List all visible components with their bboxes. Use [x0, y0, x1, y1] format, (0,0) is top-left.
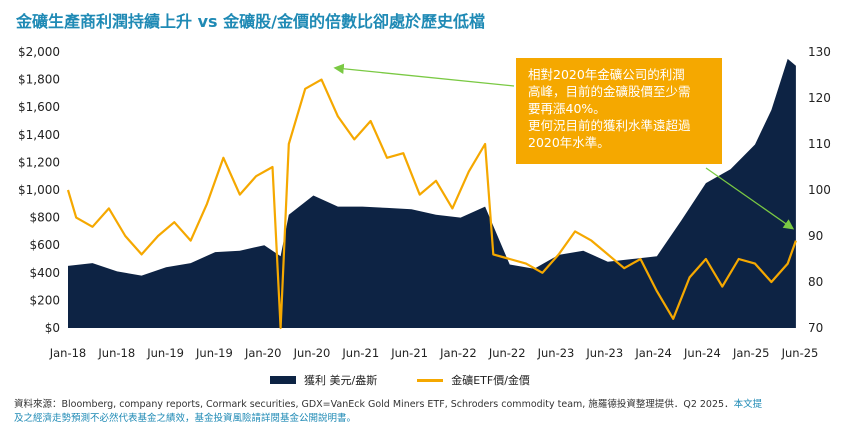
x-axis-tick-label: Jun-25 [781, 346, 819, 360]
x-axis-tick-label: Jan-24 [634, 346, 672, 360]
chart-canvas: $2,000 $1,800 $1,600 $1,400 $1,200 $1,000 $800… [18, 45, 831, 360]
left-axis-tick-label: $1,800 [18, 73, 60, 87]
x-axis: Jan-18 Jun-18 Jun-19 Jun-19 Jan-20 Jun-20 Jun-… [49, 346, 819, 360]
callout-line: 高峰，目前的金礦股價至少需 [528, 84, 691, 99]
callout-line: 相對2020年金礦公司的利潤 [528, 67, 685, 82]
right-axis-tick-label: 80 [808, 275, 823, 289]
left-axis-tick-label: $0 [45, 321, 60, 335]
source-footnote: 資料來源：Bloomberg, company reports, Cormark… [14, 398, 850, 426]
left-axis-tick-label: $600 [29, 238, 60, 252]
left-axis-tick-label: $1,600 [18, 100, 60, 114]
left-axis-tick-label: $1,200 [18, 155, 60, 169]
left-axis-tick-label: $400 [29, 266, 60, 280]
legend-swatch-area [270, 376, 296, 384]
x-axis-tick-label: Jan-25 [732, 346, 770, 360]
x-axis-tick-label: Jan-22 [439, 346, 477, 360]
x-axis-tick-label: Jun-24 [683, 346, 721, 360]
x-axis-tick-label: Jan-18 [49, 346, 87, 360]
x-axis-tick-label: Jun-23 [585, 346, 623, 360]
callout-line: 更何況目前的獲利水準遠超過 [528, 118, 691, 133]
chart-legend: 獲利 美元/盎斯 金礦ETF價/金價 [270, 372, 530, 388]
x-axis-tick-label: Jun-18 [97, 346, 135, 360]
right-axis-tick-label: 130 [808, 45, 831, 59]
x-axis-tick-label: Jun-19 [195, 346, 233, 360]
area-series-profit [68, 58, 796, 329]
right-axis-tick-label: 90 [808, 229, 823, 243]
right-axis: 130 120 110 100 90 80 70 [808, 45, 831, 335]
x-axis-tick-label: Jan-20 [244, 346, 282, 360]
x-axis-tick-label: Jun-21 [341, 346, 379, 360]
legend-label-line: 金礦ETF價/金價 [451, 374, 530, 387]
left-axis-tick-label: $2,000 [18, 45, 60, 59]
right-axis-tick-label: 120 [808, 91, 831, 105]
right-axis-tick-label: 100 [808, 183, 831, 197]
legend-swatch-line [417, 378, 444, 382]
area-series-layer [68, 58, 796, 329]
left-axis: $2,000 $1,800 $1,600 $1,400 $1,200 $1,000 $800… [18, 45, 60, 335]
source-text: 資料來源：Bloomberg, company reports, Cormark… [14, 399, 734, 410]
arrow-to-2020-peak [333, 63, 515, 87]
x-axis-tick-label: Jun-20 [293, 346, 331, 360]
x-axis-tick-label: Jun-21 [390, 346, 428, 360]
chart-title: 金礦生產商利潤持續上升 vs 金礦股/金價的倍數比卻處於歷史低檔 [16, 12, 485, 31]
right-axis-tick-label: 110 [808, 137, 831, 151]
annotation-callout: 相對2020年金礦公司的利潤 高峰，目前的金礦股價至少需 要再漲40%。 更何況… [516, 58, 722, 164]
x-axis-tick-label: Jun-23 [537, 346, 575, 360]
line-series-layer [66, 78, 797, 330]
disclaimer-text-2: 及之經濟走勢預測不必然代表基金之績效，基金投資風險請詳閱基金公開說明書。 [14, 413, 357, 424]
legend-label-area: 獲利 美元/盎斯 [304, 374, 378, 387]
x-axis-tick-label: Jun-22 [488, 346, 526, 360]
annotation-arrows [333, 63, 795, 230]
right-axis-tick-label: 70 [808, 321, 823, 335]
x-axis-tick-label: Jun-19 [146, 346, 184, 360]
left-axis-tick-label: $200 [29, 293, 60, 307]
callout-line: 2020年水準。 [528, 135, 610, 150]
left-axis-tick-label: $1,000 [18, 183, 60, 197]
callout-line: 要再漲40%。 [528, 101, 606, 116]
line-series-etf-gold-ratio [66, 78, 797, 330]
arrow-to-current-level [705, 167, 795, 230]
left-axis-tick-label: $800 [29, 211, 60, 225]
disclaimer-text: 本文提 [733, 399, 763, 410]
left-axis-tick-label: $1,400 [18, 128, 60, 142]
